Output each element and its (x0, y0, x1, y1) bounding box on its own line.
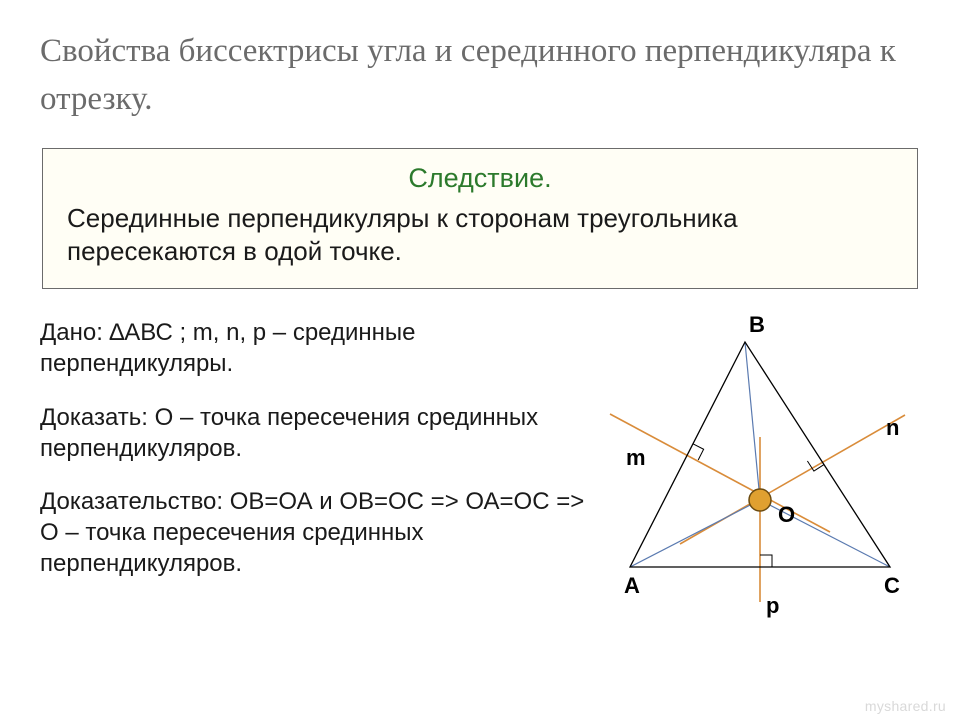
perp-label-p: p (766, 593, 779, 619)
slide: Свойства биссектрисы угла и серединного … (0, 0, 960, 720)
content-area: Дано: ∆АВС ; m, n, p – срединные перпенд… (40, 317, 920, 579)
triangle-diagram: В А С О m n p (570, 307, 930, 627)
corollary-box: Следствие. Серединные перпендикуляры к с… (42, 148, 918, 290)
given-text: Дано: ∆АВС ; m, n, p – срединные перпенд… (40, 317, 600, 379)
vertex-label-b: В (749, 312, 765, 338)
prove-text: Доказать: О – точка пересечения срединны… (40, 402, 600, 464)
vertex-label-a: А (624, 573, 640, 599)
watermark: myshared.ru (865, 698, 946, 714)
vertex-label-c: С (884, 573, 900, 599)
slide-title: Свойства биссектрисы угла и серединного … (40, 28, 920, 124)
corollary-heading: Следствие. (67, 163, 893, 194)
proof-text: Доказательство: ОВ=ОА и ОВ=ОС => ОА=ОС =… (40, 486, 600, 580)
perp-label-n: n (886, 415, 899, 441)
center-label-o: О (778, 502, 795, 528)
perp-label-m: m (626, 445, 646, 471)
corollary-body: Серединные перпендикуляры к сторонам тре… (67, 202, 893, 269)
